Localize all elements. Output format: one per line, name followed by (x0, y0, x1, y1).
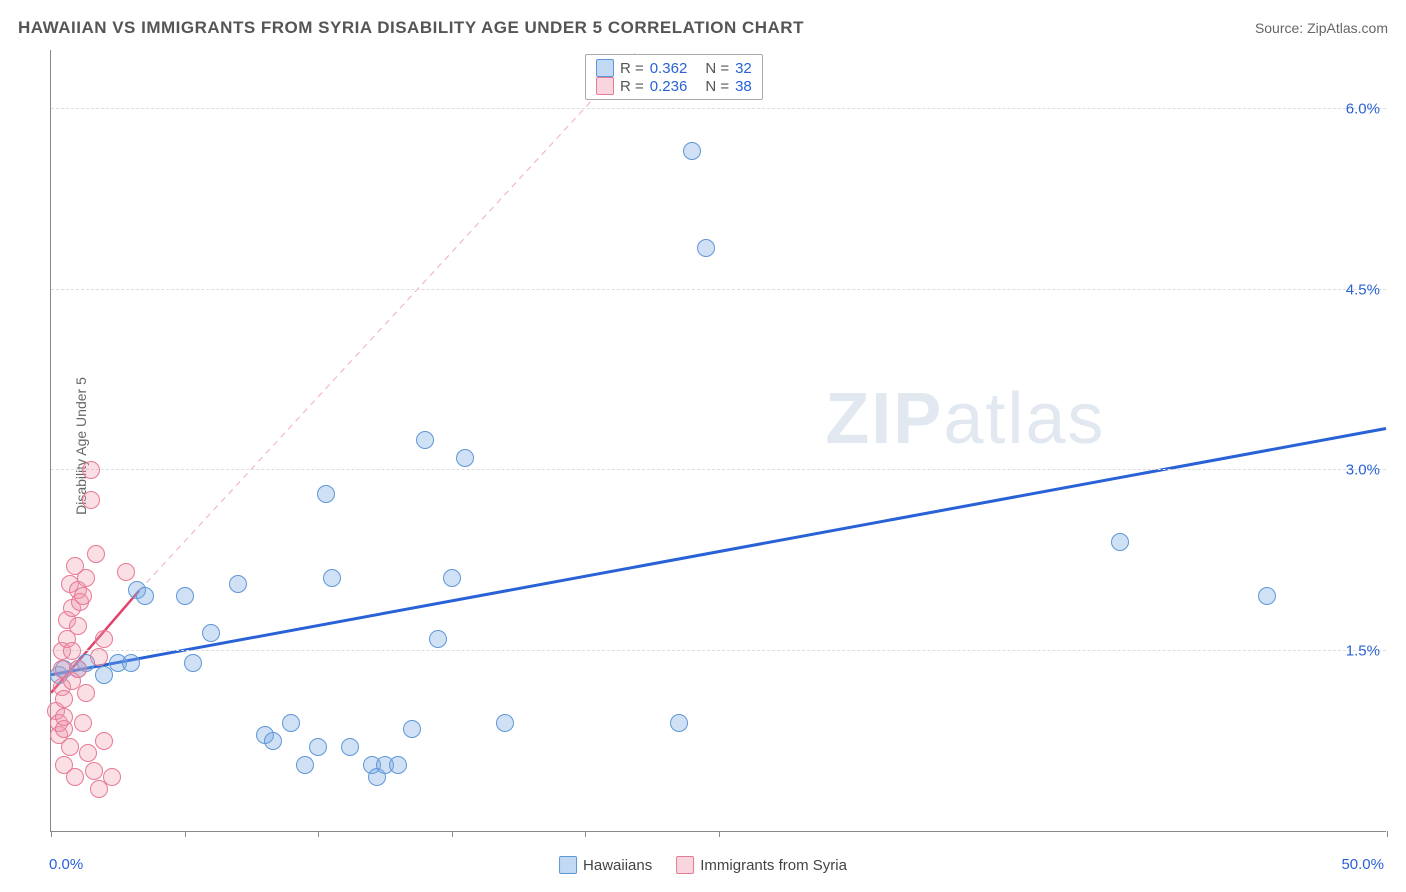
legend-item: Immigrants from Syria (676, 856, 847, 874)
n-label: N = (705, 78, 729, 95)
data-point (184, 654, 202, 672)
data-point (82, 461, 100, 479)
data-point (69, 660, 87, 678)
gridline-h (51, 650, 1386, 651)
data-point (176, 587, 194, 605)
x-tick (1387, 831, 1388, 837)
data-point (1258, 587, 1276, 605)
data-point (82, 491, 100, 509)
x-tick-label: 0.0% (49, 856, 83, 873)
source-credit: Source: ZipAtlas.com (1255, 20, 1388, 36)
data-point (202, 624, 220, 642)
x-tick (719, 831, 720, 837)
data-point (55, 708, 73, 726)
data-point (74, 714, 92, 732)
data-point (341, 738, 359, 756)
series-legend: Hawaiians Immigrants from Syria (559, 856, 847, 874)
legend-item: Hawaiians (559, 856, 652, 874)
y-tick-label: 3.0% (1346, 462, 1380, 479)
data-point (61, 738, 79, 756)
y-tick-label: 6.0% (1346, 101, 1380, 118)
data-point (69, 617, 87, 635)
r-value: 0.362 (650, 60, 688, 77)
x-tick (51, 831, 52, 837)
x-tick (452, 831, 453, 837)
data-point (264, 732, 282, 750)
data-point (117, 563, 135, 581)
data-point (317, 485, 335, 503)
data-point (95, 732, 113, 750)
n-label: N = (705, 60, 729, 77)
data-point (1111, 533, 1129, 551)
r-label: R = (620, 60, 644, 77)
trend-lines (51, 50, 1386, 831)
data-point (389, 756, 407, 774)
pink-swatch-icon (676, 856, 694, 874)
data-point (443, 569, 461, 587)
correlation-legend: R = 0.362 N = 32 R = 0.236 N = 38 (585, 54, 763, 100)
data-point (87, 545, 105, 563)
data-point (77, 684, 95, 702)
trend-line (139, 50, 638, 591)
legend-stat-row: R = 0.236 N = 38 (596, 77, 752, 95)
y-tick-label: 1.5% (1346, 642, 1380, 659)
data-point (74, 587, 92, 605)
x-tick-label: 50.0% (1341, 856, 1384, 873)
y-tick-label: 4.5% (1346, 281, 1380, 298)
data-point (77, 569, 95, 587)
x-tick (318, 831, 319, 837)
data-point (103, 768, 121, 786)
data-point (79, 744, 97, 762)
data-point (416, 431, 434, 449)
chart-title: HAWAIIAN VS IMMIGRANTS FROM SYRIA DISABI… (18, 18, 804, 38)
pink-swatch-icon (596, 77, 614, 95)
data-point (683, 142, 701, 160)
x-tick (585, 831, 586, 837)
scatter-chart: ZIPatlas R = 0.362N = 32R = 0.236N = 38 … (50, 50, 1386, 832)
data-point (136, 587, 154, 605)
data-point (496, 714, 514, 732)
data-point (670, 714, 688, 732)
gridline-h (51, 289, 1386, 290)
source-name: ZipAtlas.com (1307, 20, 1388, 36)
data-point (55, 690, 73, 708)
blue-swatch-icon (596, 59, 614, 77)
legend-label: Hawaiians (583, 857, 652, 874)
data-point (229, 575, 247, 593)
n-value: 38 (735, 78, 752, 95)
x-tick (185, 831, 186, 837)
data-point (85, 762, 103, 780)
data-point (403, 720, 421, 738)
gridline-h (51, 108, 1386, 109)
r-value: 0.236 (650, 78, 688, 95)
data-point (456, 449, 474, 467)
source-label: Source: (1255, 20, 1303, 36)
data-point (429, 630, 447, 648)
trend-line (51, 428, 1386, 674)
data-point (63, 642, 81, 660)
data-point (282, 714, 300, 732)
data-point (697, 239, 715, 257)
data-point (66, 768, 84, 786)
legend-label: Immigrants from Syria (700, 857, 847, 874)
data-point (90, 648, 108, 666)
data-point (323, 569, 341, 587)
legend-stat-row: R = 0.362 N = 32 (596, 59, 752, 77)
data-point (296, 756, 314, 774)
r-label: R = (620, 78, 644, 95)
chart-header: HAWAIIAN VS IMMIGRANTS FROM SYRIA DISABI… (18, 18, 1388, 38)
data-point (95, 630, 113, 648)
blue-swatch-icon (559, 856, 577, 874)
data-point (309, 738, 327, 756)
gridline-h (51, 469, 1386, 470)
n-value: 32 (735, 60, 752, 77)
data-point (122, 654, 140, 672)
